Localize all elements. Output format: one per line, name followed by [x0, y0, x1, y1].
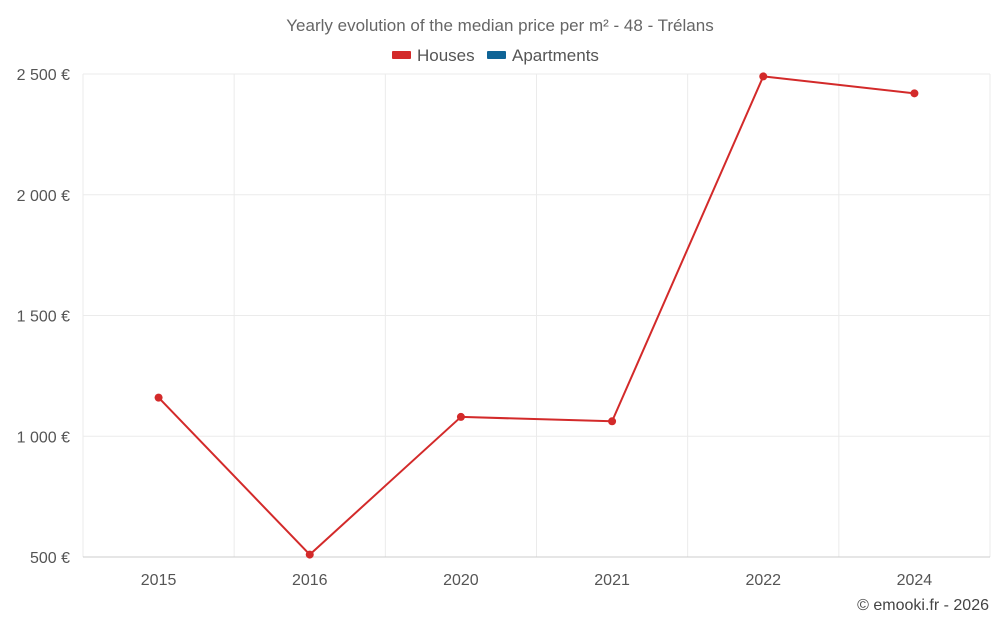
y-tick-label: 1 500 € [17, 309, 70, 326]
credit-text: © emooki.fr - 2026 [857, 597, 989, 614]
data-point[interactable] [154, 393, 163, 402]
series-line [157, 75, 915, 556]
series-layer [154, 72, 919, 559]
legend-item-apartments[interactable]: Apartments [487, 46, 599, 65]
x-axis-ticks: 2015 2016 2020 2021 2022 2024 [141, 572, 933, 589]
x-tick-label: 2016 [292, 572, 328, 589]
y-tick-label: 2 500 € [17, 67, 70, 84]
legend: Houses Apartments [392, 46, 599, 65]
x-tick-label: 2020 [443, 572, 479, 589]
legend-swatch [392, 51, 411, 59]
legend-label: Apartments [512, 46, 599, 65]
data-point[interactable] [759, 72, 768, 81]
y-tick-label: 1 000 € [17, 429, 70, 446]
x-tick-label: 2024 [897, 572, 933, 589]
data-point[interactable] [305, 550, 314, 559]
legend-swatch [487, 51, 506, 59]
chart-title: Yearly evolution of the median price per… [286, 16, 713, 35]
legend-label: Houses [417, 46, 475, 65]
y-tick-label: 500 € [30, 550, 70, 567]
data-point[interactable] [456, 412, 465, 421]
x-tick-label: 2015 [141, 572, 177, 589]
data-point[interactable] [608, 417, 617, 426]
y-axis-ticks: 500 € 1 000 € 1 500 € 2 000 € 2 500 € [17, 67, 70, 567]
data-point[interactable] [910, 89, 919, 98]
x-grid [82, 74, 991, 557]
x-tick-label: 2022 [745, 572, 781, 589]
series-houses [154, 72, 919, 559]
legend-item-houses[interactable]: Houses [392, 46, 475, 65]
x-tick-label: 2021 [594, 572, 630, 589]
y-tick-label: 2 000 € [17, 188, 70, 205]
